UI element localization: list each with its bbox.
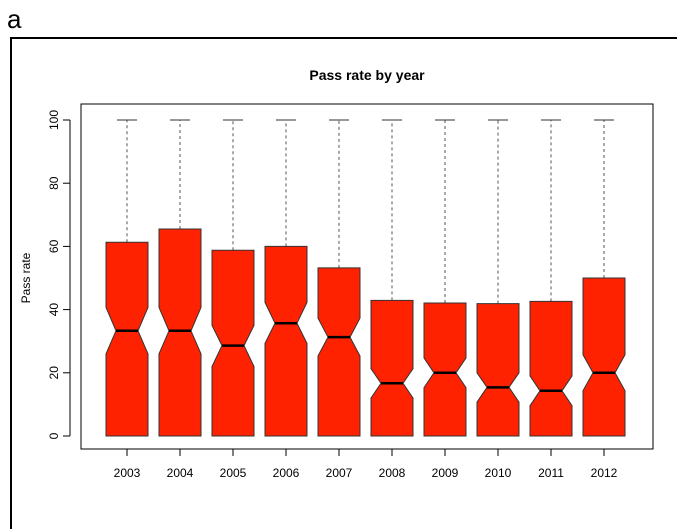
panel-label: a	[7, 4, 22, 34]
x-tick-label: 2008	[379, 466, 406, 480]
y-tick-label: 100	[47, 110, 61, 130]
x-tick-label: 2006	[273, 466, 300, 480]
box-2012	[582, 277, 626, 437]
chart-title: Pass rate by year	[309, 67, 425, 83]
box-2003	[105, 241, 149, 437]
box-2009	[423, 302, 467, 437]
y-tick-label: 0	[47, 432, 61, 439]
x-tick-label: 2003	[114, 466, 141, 480]
panel-frame	[10, 37, 677, 529]
x-tick-label: 2011	[538, 466, 564, 480]
box-2008	[370, 299, 414, 437]
x-tick-label: 2012	[591, 466, 618, 480]
y-tick-label: 80	[47, 176, 61, 190]
box-2010	[476, 303, 520, 437]
y-tick-label: 20	[47, 366, 61, 380]
chart-body: 0 20 40 60 80 100 Pass rate 2003 2004 2005 2006 200…	[19, 103, 654, 480]
box-2004	[158, 228, 202, 437]
x-tick-label: 2010	[485, 466, 512, 480]
y-tick-label: 60	[47, 239, 61, 253]
box-2005	[211, 249, 255, 437]
x-tick-label: 2004	[167, 466, 194, 480]
y-tick-label: 40	[47, 303, 61, 317]
box-2011	[529, 300, 573, 437]
box-2006	[264, 245, 308, 437]
x-tick-label: 2007	[326, 466, 353, 480]
y-axis-label: Pass rate	[19, 252, 33, 303]
x-tick-label: 2009	[432, 466, 459, 480]
x-tick-label: 2005	[220, 466, 247, 480]
box-2007	[317, 267, 361, 437]
